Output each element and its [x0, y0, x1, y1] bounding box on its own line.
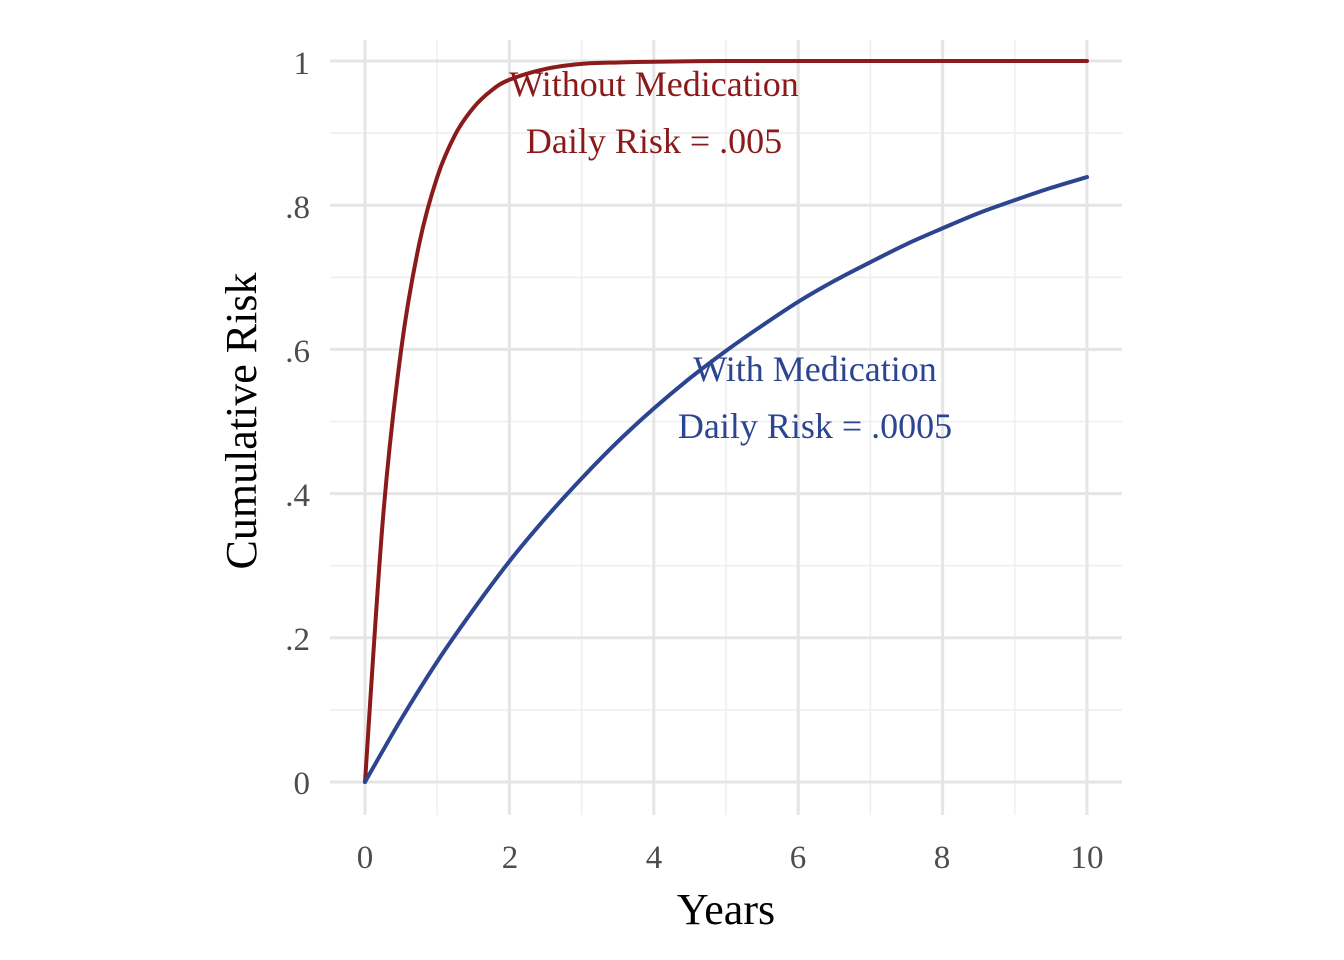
annotation-without-medication-line2: Daily Risk = .005: [526, 121, 782, 161]
series-line-without-medication: [363, 58, 1089, 784]
y-tick-label: .4: [285, 478, 310, 514]
x-tick-label: 6: [790, 840, 807, 876]
x-tick-label: 0: [357, 840, 374, 876]
x-tick-label: 8: [934, 840, 951, 876]
x-tick-label: 10: [1071, 840, 1104, 876]
y-tick-label: .8: [285, 190, 310, 226]
y-tick-label: .2: [285, 622, 310, 658]
tick-labels: 0 2 4 6 8 10 0 .2 .4 .6 .8 1: [285, 46, 1103, 876]
series-lines: [363, 58, 1089, 784]
annotation-without-medication-line1: Without Medication: [509, 64, 799, 104]
y-tick-label: 1: [294, 46, 311, 82]
annotations: Without Medication Daily Risk = .005 Wit…: [509, 64, 952, 446]
annotation-with-medication-line1: With Medication: [693, 349, 937, 389]
x-axis-title: Years: [677, 885, 775, 934]
y-tick-label: .6: [285, 334, 310, 370]
series-line-with-medication: [363, 175, 1089, 784]
y-tick-label: 0: [294, 766, 311, 802]
y-axis-title: Cumulative Risk: [217, 273, 266, 570]
x-tick-label: 2: [502, 840, 519, 876]
annotation-with-medication-line2: Daily Risk = .0005: [678, 406, 952, 446]
x-tick-label: 4: [646, 840, 663, 876]
